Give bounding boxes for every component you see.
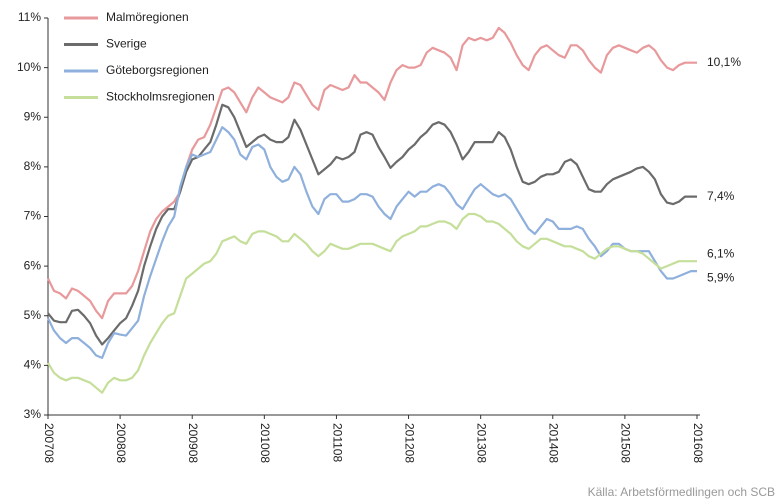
y-tick-label: 5% [24,308,42,322]
end-label: 10,1% [707,55,741,69]
x-tick-label: 201308 [474,423,488,463]
source: Källa: Arbetsförmedlingen och SCB [588,485,775,499]
legend-label: Malmöregionen [106,10,189,24]
series-line [47,212,697,394]
x-tick-label: 200908 [186,423,200,463]
y-tick-label: 9% [24,109,42,123]
x-tick-label: 201108 [330,423,344,462]
series-line [47,26,697,320]
y-tick-label: 8% [24,159,42,173]
end-label: 5,9% [707,270,735,284]
y-tick-label: 6% [24,258,42,272]
x-tick-label: 201208 [402,423,416,463]
legend-label: Sverige [106,37,147,51]
end-label: 7,4% [707,189,735,203]
y-tick-label: 10% [17,60,41,74]
x-tick-label: 201508 [619,423,633,463]
x-tick-label: 200808 [114,423,128,463]
x-tick-label: 201608 [691,423,705,463]
y-tick-label: 7% [24,209,42,223]
series-line [47,103,697,346]
y-tick-label: 3% [24,407,42,421]
series-line [47,126,697,359]
legend-label: Stockholmsregionen [106,90,215,104]
x-tick-label: 201008 [258,423,272,463]
x-tick-label: 200708 [42,423,56,463]
y-tick-label: 4% [24,358,42,372]
end-label: 6,1% [707,246,735,260]
y-tick-label: 11% [18,10,41,24]
legend-label: Göteborgsregionen [106,63,209,77]
x-tick-label: 201408 [547,423,561,463]
